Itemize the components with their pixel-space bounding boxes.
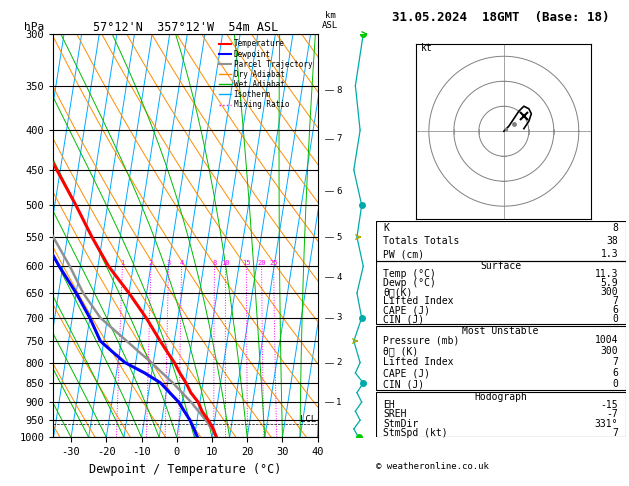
Text: 8: 8 xyxy=(213,260,216,266)
Text: 0: 0 xyxy=(613,314,618,324)
Text: 11.3: 11.3 xyxy=(595,269,618,279)
Text: 25: 25 xyxy=(269,260,278,266)
Text: PW (cm): PW (cm) xyxy=(383,249,424,260)
Text: 1004: 1004 xyxy=(595,335,618,345)
Bar xyxy=(376,392,626,437)
X-axis label: Dewpoint / Temperature (°C): Dewpoint / Temperature (°C) xyxy=(89,463,282,476)
Text: CAPE (J): CAPE (J) xyxy=(383,305,430,315)
Text: 5.9: 5.9 xyxy=(601,278,618,288)
Bar xyxy=(376,261,626,324)
Text: kt: kt xyxy=(421,43,433,53)
Text: 7: 7 xyxy=(336,134,342,143)
Text: 10: 10 xyxy=(221,260,230,266)
Text: 8: 8 xyxy=(613,223,618,233)
Legend: Temperature, Dewpoint, Parcel Trajectory, Dry Adiabat, Wet Adiabat, Isotherm, Mi: Temperature, Dewpoint, Parcel Trajectory… xyxy=(218,38,314,111)
Text: StmDir: StmDir xyxy=(383,418,418,429)
Text: 4: 4 xyxy=(179,260,184,266)
Text: Temp (°C): Temp (°C) xyxy=(383,269,436,279)
Text: km
ASL: km ASL xyxy=(322,11,338,30)
Bar xyxy=(376,221,626,261)
Text: 4: 4 xyxy=(336,273,342,282)
Text: Lifted Index: Lifted Index xyxy=(383,296,454,306)
Text: hPa: hPa xyxy=(25,22,45,32)
Text: 300: 300 xyxy=(601,346,618,356)
Text: 300: 300 xyxy=(601,287,618,297)
Title: 57°12'N  357°12'W  54m ASL: 57°12'N 357°12'W 54m ASL xyxy=(93,21,278,34)
Bar xyxy=(376,326,626,390)
Text: 7: 7 xyxy=(613,357,618,367)
Text: Hodograph: Hodograph xyxy=(474,392,527,402)
Text: CIN (J): CIN (J) xyxy=(383,379,424,389)
Text: 6: 6 xyxy=(613,305,618,315)
Text: -7: -7 xyxy=(606,409,618,419)
Text: K: K xyxy=(383,223,389,233)
Text: Surface: Surface xyxy=(480,261,521,271)
Text: CAPE (J): CAPE (J) xyxy=(383,368,430,378)
Text: θᴇ (K): θᴇ (K) xyxy=(383,346,418,356)
Text: 8: 8 xyxy=(336,86,342,95)
Text: StmSpd (kt): StmSpd (kt) xyxy=(383,428,448,438)
Text: 31.05.2024  18GMT  (Base: 18): 31.05.2024 18GMT (Base: 18) xyxy=(392,11,610,24)
Text: Pressure (mb): Pressure (mb) xyxy=(383,335,459,345)
Text: Dewp (°C): Dewp (°C) xyxy=(383,278,436,288)
Text: Lifted Index: Lifted Index xyxy=(383,357,454,367)
Text: -15: -15 xyxy=(601,400,618,410)
Text: 20: 20 xyxy=(257,260,266,266)
Text: 15: 15 xyxy=(242,260,250,266)
Text: 38: 38 xyxy=(606,236,618,246)
Text: 3: 3 xyxy=(336,313,342,322)
Text: SREH: SREH xyxy=(383,409,406,419)
Text: 331°: 331° xyxy=(595,418,618,429)
Text: 5: 5 xyxy=(336,233,342,242)
Text: 1: 1 xyxy=(120,260,125,266)
Text: 6: 6 xyxy=(613,368,618,378)
Text: Totals Totals: Totals Totals xyxy=(383,236,459,246)
Text: CIN (J): CIN (J) xyxy=(383,314,424,324)
Text: 6: 6 xyxy=(336,187,342,196)
Text: 7: 7 xyxy=(613,428,618,438)
Text: 2: 2 xyxy=(149,260,153,266)
Text: 1.3: 1.3 xyxy=(601,249,618,260)
Text: 7: 7 xyxy=(613,296,618,306)
Text: EH: EH xyxy=(383,400,395,410)
Text: θᴇ(K): θᴇ(K) xyxy=(383,287,413,297)
Text: 0: 0 xyxy=(613,379,618,389)
Text: © weatheronline.co.uk: © weatheronline.co.uk xyxy=(376,462,488,471)
Text: LCL: LCL xyxy=(301,415,316,424)
Text: 3: 3 xyxy=(167,260,170,266)
Text: 1: 1 xyxy=(336,398,342,407)
Text: 2: 2 xyxy=(336,358,342,367)
Text: Most Unstable: Most Unstable xyxy=(462,326,539,336)
